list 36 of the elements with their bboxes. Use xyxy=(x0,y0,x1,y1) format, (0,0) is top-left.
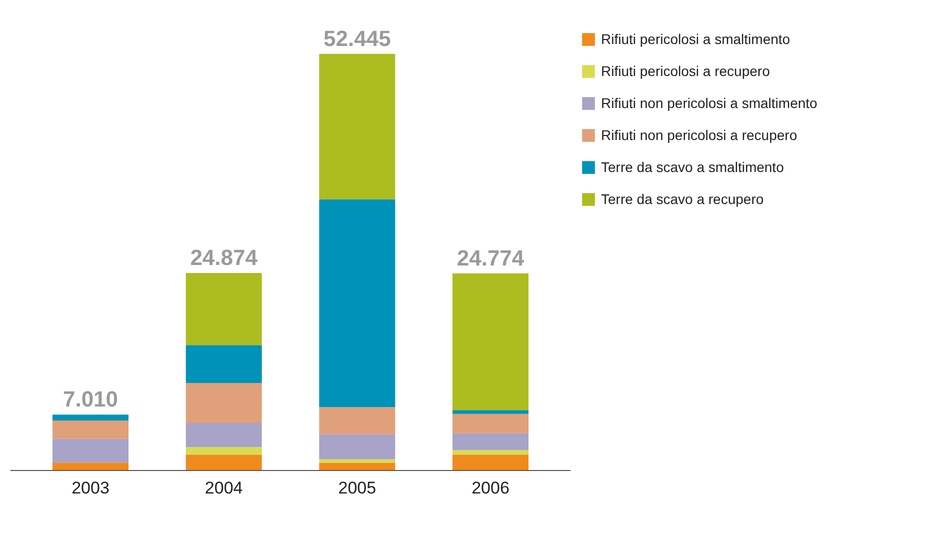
x-tick-label: 2005 xyxy=(338,478,376,498)
x-tick-label: 2003 xyxy=(72,478,110,498)
x-tick-label: 2004 xyxy=(204,478,243,498)
annotation: 24.774 xyxy=(456,245,525,270)
annotation: 52.445 xyxy=(324,26,391,51)
bar xyxy=(186,454,262,470)
legend-label: Terre da scavo a recupero xyxy=(601,190,764,208)
annotation: 7.010 xyxy=(62,386,118,412)
bar xyxy=(319,463,396,470)
bar xyxy=(319,54,396,200)
legend-label: Rifiuti non pericolosi a smaltimento xyxy=(601,94,818,112)
bar xyxy=(52,462,128,470)
bar xyxy=(52,420,128,439)
bar xyxy=(452,433,528,450)
bar xyxy=(452,414,528,434)
bar xyxy=(52,438,128,463)
bar xyxy=(452,454,528,470)
legend-label: Terre da scavo a smaltimento xyxy=(601,158,784,176)
bar xyxy=(452,450,528,455)
legend-label: Rifiuti pericolosi a recupero xyxy=(601,62,770,80)
bar xyxy=(52,414,128,420)
bar xyxy=(186,447,262,455)
bar xyxy=(186,383,262,423)
bar xyxy=(186,273,262,346)
bar xyxy=(186,423,262,448)
bar xyxy=(319,434,396,460)
legend-label: Rifiuti non pericolosi a recupero xyxy=(601,126,798,144)
bar xyxy=(186,345,262,383)
bar xyxy=(319,407,396,434)
legend-label: Rifiuti pericolosi a smaltimento xyxy=(601,30,790,48)
bar xyxy=(319,199,396,408)
bar xyxy=(452,410,528,414)
bar xyxy=(452,273,528,410)
x-tick-label: 2006 xyxy=(472,478,510,498)
bar xyxy=(319,459,396,463)
annotation: 24.874 xyxy=(190,245,258,270)
